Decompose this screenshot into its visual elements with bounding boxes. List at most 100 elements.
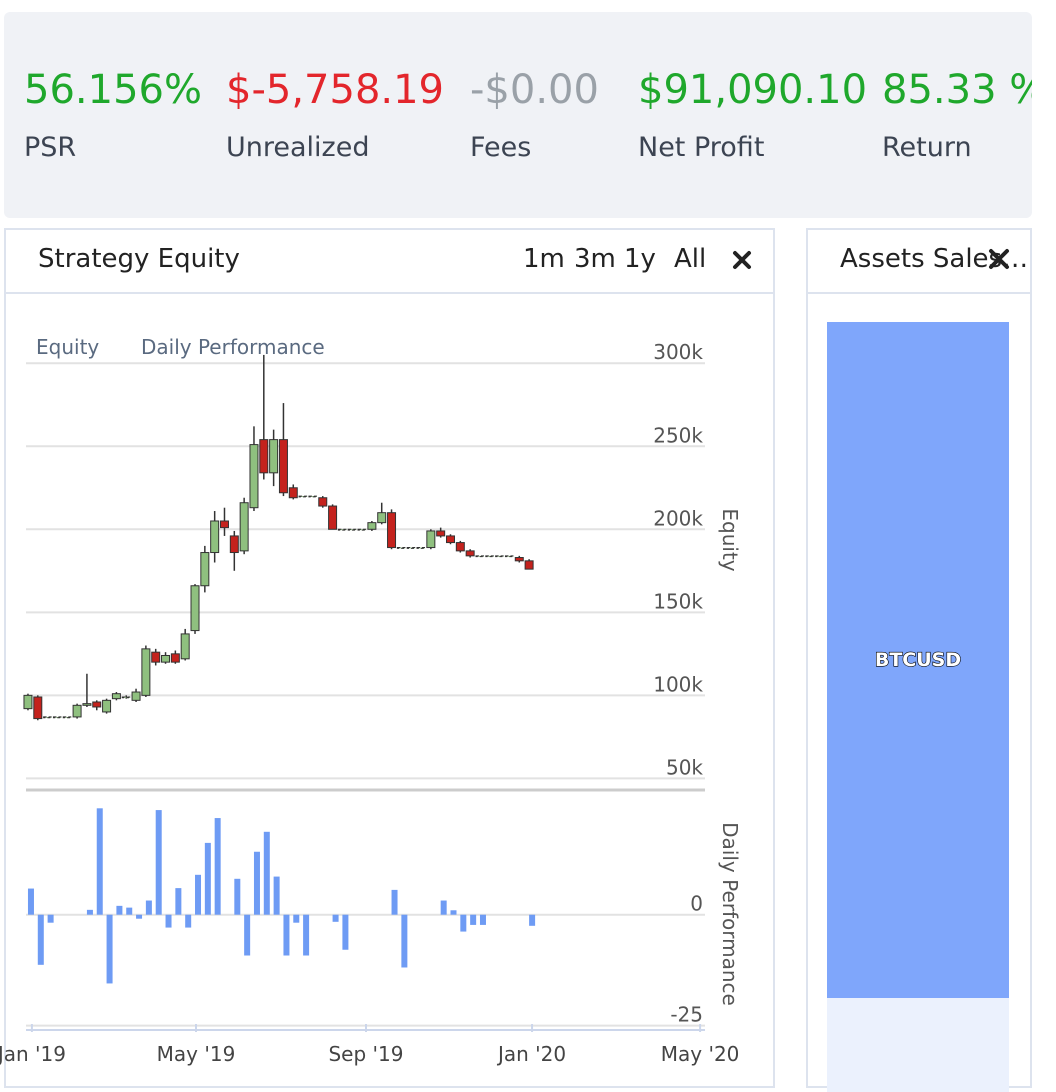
candle-body [387,512,397,549]
candle-body [504,555,514,558]
panel-header: Assets Sales… [808,230,1030,294]
bar [460,914,467,932]
candle-body [308,495,318,498]
range-button[interactable]: 3m [574,244,616,274]
range-button[interactable]: All [674,244,707,274]
candle-body [406,547,416,549]
candle-body [445,535,455,544]
stat-label: Unrealized [226,132,370,163]
close-button[interactable] [732,250,752,270]
bar [204,842,211,915]
x-tick-label: Jan '19 [0,1042,66,1066]
bar [303,914,310,956]
bar [253,851,260,915]
candle-body [170,653,180,663]
candle-body [43,716,53,719]
asset-bar: BTCUSD [827,322,1009,998]
y-tick-label: 250k [653,423,703,447]
x-tick-label: May '20 [661,1042,740,1066]
x-tick-label: May '19 [157,1042,236,1066]
bar [47,914,54,923]
bar-label: BTCUSD [874,648,962,671]
legend-item[interactable]: Daily Performance [141,335,325,359]
legend-item[interactable]: Equity [36,335,99,359]
candle-body [33,696,43,720]
candle-body [426,530,436,549]
candle-body [465,550,475,557]
bar [165,914,172,928]
assets-panel: Assets Sales… BTCUSD [806,228,1032,1092]
x-tick-label: Sep '19 [328,1042,403,1066]
equity-panel: Strategy Equity 1m 3m 1y All [4,228,775,1088]
range-button[interactable]: 1m [523,244,565,274]
y-axis-title: Daily Performance [718,822,742,1006]
stat-value: $-5,758.19 [226,67,445,113]
bar [195,874,202,915]
candle-body [190,585,200,632]
bar [214,818,221,915]
stat: $91,090.10 Net Profit [638,62,867,163]
bar [126,907,133,915]
candle-body [367,522,377,530]
bar [263,831,270,915]
candle-body [524,560,534,570]
candle-body [288,487,298,499]
bar [283,914,290,956]
candle-body [278,439,288,494]
y-tick-label: 150k [653,589,703,613]
bar [116,905,123,915]
x-tick-label: Jan '20 [496,1042,566,1066]
bar [440,900,447,915]
stat-value: $91,090.10 [638,67,868,113]
stat: 56.156% PSR [24,62,202,163]
bar [27,888,34,915]
candle-body [52,716,62,719]
bar [332,914,339,922]
candle-body [357,528,367,531]
candle-body [436,530,446,537]
candle-body [269,439,279,474]
candle-body [495,555,505,558]
candle-body [62,716,72,719]
bar [479,914,486,925]
y-axis-title: Equity [718,508,742,571]
candle-body [151,651,161,663]
bar [244,914,251,956]
candle-body [210,520,220,554]
candle-body [318,497,328,507]
range-button[interactable]: 1y [624,244,656,274]
bar [175,888,182,915]
y-tick-label: 100k [653,672,703,696]
candle-body [131,691,141,701]
y-tick-label: 50k [666,755,703,779]
candle-body [396,547,406,549]
candle-body [23,694,33,710]
candle-body [200,552,210,587]
close-button[interactable] [988,248,1010,270]
bar [470,914,477,925]
bar [86,909,93,915]
bar [234,878,241,915]
candle-body [102,699,112,713]
candle-body [337,528,347,531]
stat: -$0.00 Fees [470,62,599,163]
stat-label: Return [882,132,972,163]
candle-body [485,555,495,558]
candle-body [514,557,524,562]
candle-body [298,495,308,498]
bar [106,914,113,984]
stat-value: -$0.00 [470,67,599,113]
candle-body [249,444,259,509]
stat: $-5,758.19 Unrealized [226,62,444,163]
candle-body [219,520,229,529]
stat-value: 56.156% [24,67,202,113]
stat-value: 85.33 % [882,67,1032,113]
candle-body [475,555,485,558]
candle-body [141,648,151,696]
bar [136,914,143,919]
bar [529,914,536,926]
y-tick-label: 0 [690,892,703,916]
bar [293,914,300,923]
